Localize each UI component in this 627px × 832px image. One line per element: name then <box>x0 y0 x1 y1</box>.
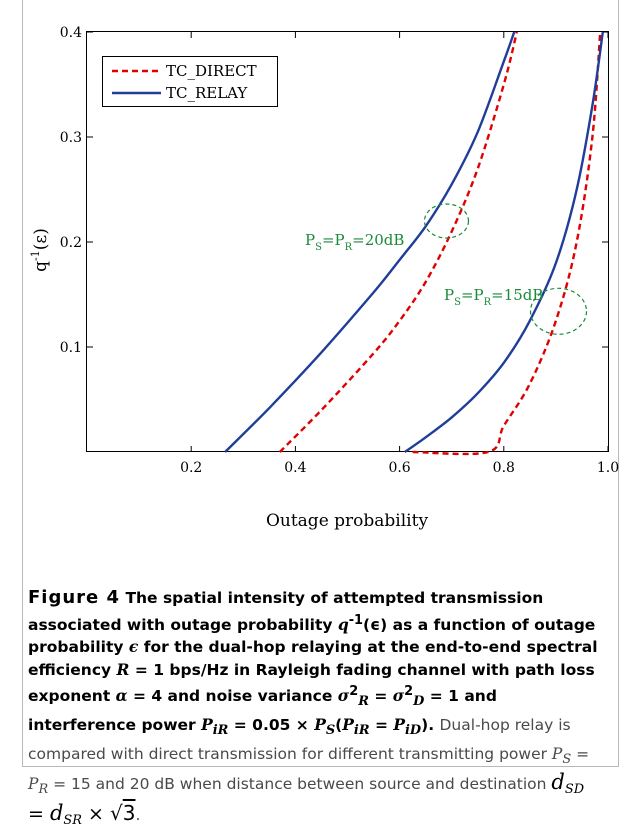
caption-R-val: = 1 bps/Hz in Rayleigh fading channel wi… <box>28 660 595 706</box>
y-tick-label: 0.3 <box>60 130 82 146</box>
caption-d-eq: = <box>28 802 50 825</box>
y-axis-label-q: q <box>31 261 51 272</box>
caption-times: × <box>81 802 110 825</box>
caption-sigma-r-sub: R <box>358 694 369 710</box>
legend: TC_DIRECT TC_RELAY <box>102 56 278 107</box>
caption-eq2: = <box>571 744 590 763</box>
caption-eps: ϵ <box>128 637 139 657</box>
caption-paren-open: ( <box>335 715 343 734</box>
legend-box <box>102 56 278 107</box>
caption-sqrt-num: 3 <box>122 800 136 825</box>
caption-end: . <box>135 805 141 824</box>
figure-panel <box>22 0 619 767</box>
x-tick-label: 1.0 <box>597 460 619 476</box>
caption-sigma-1: σ <box>337 686 350 706</box>
x-tick-label: 0.2 <box>180 460 202 476</box>
x-tick-label: 0.4 <box>284 460 306 476</box>
plot-area <box>86 31 609 452</box>
caption-piD: P <box>393 714 405 734</box>
caption-q: q <box>337 614 349 634</box>
caption-dsr: d <box>49 800 64 825</box>
series-line-tc-relay-20dB <box>224 31 516 453</box>
y-axis-label: q-1(ε) <box>29 228 51 272</box>
legend-label-direct: TC_DIRECT <box>166 62 257 80</box>
y-tick-label: 0.2 <box>60 235 82 251</box>
x-tick-label: 0.8 <box>493 460 515 476</box>
series-line-tc-relay-15dB <box>404 31 604 453</box>
caption-sigma-2: σ <box>392 686 405 706</box>
caption-p-val: = 0.05 × <box>228 715 315 734</box>
caption-eq: = <box>369 715 394 734</box>
caption-ps2: P <box>551 744 563 763</box>
caption-ps-sub: S <box>325 723 336 738</box>
caption-title-2: as a function of outage probability <box>28 615 596 657</box>
caption-title-1: The spatial intensity of attempted trans… <box>28 589 544 634</box>
series-line-tc-direct-20dB <box>278 31 518 453</box>
y-tick-label: 0.4 <box>60 25 82 41</box>
caption-piR: P <box>201 714 213 734</box>
caption-ps: P <box>314 714 326 734</box>
caption-q-sup: -1 <box>348 612 364 628</box>
figure-caption: Figure 4 The spatial intensity of attemp… <box>28 587 598 828</box>
annotation-label: PS=PR=15dB <box>444 286 543 308</box>
annotation-circle <box>423 203 470 239</box>
caption-sigma-val: = 1 and interference power <box>28 687 497 734</box>
caption-q-arg: (ϵ) <box>363 615 388 634</box>
caption-paren-close: ). <box>421 715 435 734</box>
caption-alpha: α <box>115 686 128 706</box>
caption-piD-sub: iD <box>405 723 422 738</box>
caption-piR-sub: iR <box>212 723 229 738</box>
legend-label-relay: TC_RELAY <box>166 84 248 102</box>
annotation-layer: PS=PR=20dB PS=PR=15dB <box>305 203 588 335</box>
annotation-label: PS=PR=20dB <box>305 231 404 253</box>
caption-title-3: for the dual-hop relaying at the end-to-… <box>28 638 598 679</box>
y-tick-label: 0.1 <box>60 340 82 356</box>
y-axis-label-sup: -1 <box>29 250 42 261</box>
sqrt-icon: √ <box>109 800 123 825</box>
series-line-tc-direct-15dB <box>412 31 602 456</box>
figure-label: Figure 4 <box>28 587 121 608</box>
axis-ticks: 0.2 0.4 0.6 0.8 1.0 0.1 0.2 0.3 0.4 <box>60 25 619 476</box>
caption-plain-1: Dual-hop relay is compared with direct t… <box>28 715 571 763</box>
caption-dsd-sub: SD <box>564 782 585 798</box>
svg-text:q-1(ε): q-1(ε) <box>29 228 51 272</box>
caption-plain-2: = 15 and 20 dB when distance between sou… <box>48 775 552 794</box>
chart: 0.2 0.4 0.6 0.8 1.00.10.20.30.4 PS=PR=20dBPS… <box>29 25 619 531</box>
x-tick-label: 0.6 <box>388 460 410 476</box>
annotation-circle <box>529 287 588 335</box>
caption-pr: P <box>28 775 39 794</box>
caption-piR2: P <box>342 714 354 734</box>
caption-piR2-sub: iR <box>353 723 370 738</box>
caption-ps2-sub: S <box>562 751 572 767</box>
caption-dsd: d <box>551 770 565 795</box>
caption-pr-sub: R <box>38 782 49 798</box>
caption-dsr-sub: SR <box>63 812 82 828</box>
caption-sigma-d-sub: D <box>413 694 425 710</box>
caption-R: R <box>116 659 130 679</box>
x-axis-label: Outage probability <box>266 511 428 531</box>
y-axis-label-arg: (ε) <box>31 228 51 250</box>
series-layer <box>224 31 604 456</box>
caption-alpha-val: = 4 and noise variance <box>127 687 338 706</box>
